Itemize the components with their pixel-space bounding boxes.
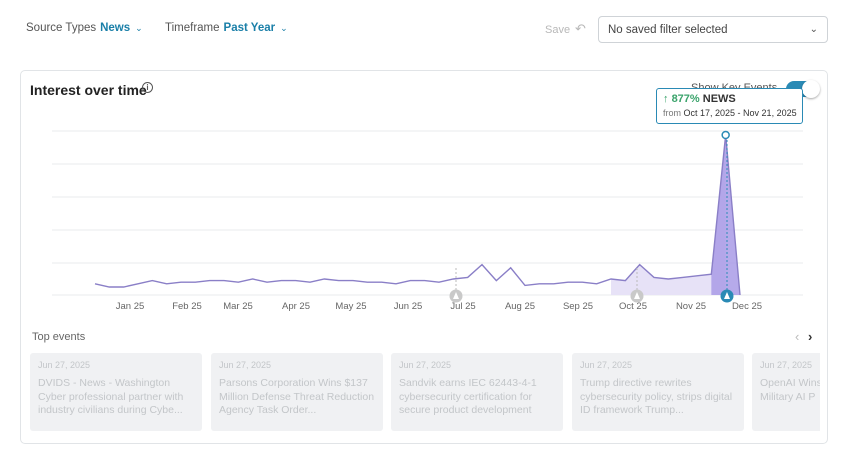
x-tick-label: Apr 25 (282, 301, 310, 312)
timeframe-label: Timeframe (165, 22, 220, 34)
x-tick-label: Aug 25 (505, 301, 535, 312)
chevron-down-icon: ⌄ (280, 22, 288, 33)
tooltip-range: Oct 17, 2025 - Nov 21, 2025 (683, 108, 797, 118)
event-title: Parsons Corporation Wins $137 Million De… (219, 377, 375, 416)
saved-filter-select[interactable]: No saved filter selected ⌄ (598, 16, 828, 43)
bell-icon (634, 292, 640, 299)
event-title: Trump directive rewrites cybersecurity p… (580, 377, 733, 416)
chart-markers (449, 140, 734, 303)
event-date: Jun 27, 2025 (399, 360, 452, 370)
chart-line (94, 130, 741, 296)
undo-icon[interactable]: ↶ (575, 21, 586, 36)
x-tick-label: Feb 25 (172, 301, 202, 312)
top-events-list: Jun 27, 2025 DVIDS - News - Washington C… (30, 353, 820, 433)
interest-chart: Jan 25 Feb 25 Mar 25 Apr 25 May 25 Jun 25 Jul … (52, 130, 803, 312)
chevron-down-icon: ⌄ (809, 24, 818, 35)
chevron-left-icon[interactable]: ‹ (795, 329, 800, 344)
bell-icon (453, 292, 459, 299)
x-tick-label: Jul 25 (450, 301, 475, 312)
event-title: Sandvik earns IEC 62443-4-1 cybersecurit… (399, 377, 537, 416)
peak-tooltip: ↑ 877% NEWS from Oct 17, 2025 - Nov 21, … (656, 88, 803, 124)
event-card[interactable]: Jun 27, 2025 Sandvik earns IEC 62443-4-1… (391, 353, 563, 431)
event-card[interactable]: Jun 27, 2025 Trump directive rewrites cy… (572, 353, 744, 431)
x-tick-label: Mar 25 (223, 301, 253, 312)
timeframe-value: Past Year (223, 22, 276, 34)
key-event-marker (630, 268, 644, 303)
event-date: Jun 27, 2025 (219, 360, 272, 370)
event-date: Jun 27, 2025 (580, 360, 633, 370)
info-icon[interactable]: i (142, 82, 153, 93)
save-button[interactable]: Save (545, 24, 571, 36)
event-date: Jun 27, 2025 (38, 360, 91, 370)
highlight-area (611, 135, 726, 295)
event-card[interactable]: Jun 27, 2025 DVIDS - News - Washington C… (30, 353, 202, 431)
x-tick-label: Oct 25 (619, 301, 647, 312)
chevron-right-icon[interactable]: › (808, 329, 813, 344)
x-tick-label: Dec 25 (732, 301, 762, 312)
timeframe-filter[interactable]: Timeframe Past Year ⌄ (165, 22, 288, 34)
event-title: DVIDS - News - Washington Cyber professi… (38, 377, 184, 416)
chevron-down-icon: ⌄ (135, 22, 143, 33)
top-events-title: Top events (32, 331, 86, 343)
event-card[interactable]: Jun 27, 2025 Parsons Corporation Wins $1… (211, 353, 383, 431)
tooltip-change: 877% (671, 93, 700, 105)
source-types-filter[interactable]: Source Types News ⌄ (26, 22, 143, 34)
card-title: Interest over time (30, 82, 147, 98)
series-line (94, 134, 741, 296)
tooltip-source: NEWS (702, 93, 736, 105)
x-tick-label: Jun 25 (394, 301, 423, 312)
event-date: Jun 27, 2025 (760, 360, 813, 370)
event-title: OpenAI Wins Defence Co Military AI P (760, 377, 820, 403)
x-tick-label: Jan 25 (116, 301, 145, 312)
up-arrow-icon: ↑ (663, 93, 669, 105)
chart-grid (52, 130, 803, 296)
key-event-marker (449, 268, 463, 303)
bell-icon (724, 292, 730, 299)
toggle-knob (802, 80, 820, 98)
chart-x-ticks: Jan 25 Feb 25 Mar 25 Apr 25 May 25 Jun 25 Jul … (116, 301, 762, 312)
source-types-value: News (100, 22, 131, 34)
key-event-marker (720, 140, 734, 303)
peak-point (721, 130, 730, 140)
source-types-label: Source Types (26, 22, 97, 34)
peak-fill (711, 135, 740, 295)
x-tick-label: Sep 25 (563, 301, 593, 312)
chart-area (611, 135, 740, 295)
event-card[interactable]: Jun 27, 2025 OpenAI Wins Defence Co Mili… (752, 353, 820, 431)
saved-filter-value: No saved filter selected (608, 23, 728, 36)
x-tick-label: May 25 (335, 301, 366, 312)
x-tick-label: Nov 25 (676, 301, 706, 312)
tooltip-from-label: from (663, 108, 681, 118)
